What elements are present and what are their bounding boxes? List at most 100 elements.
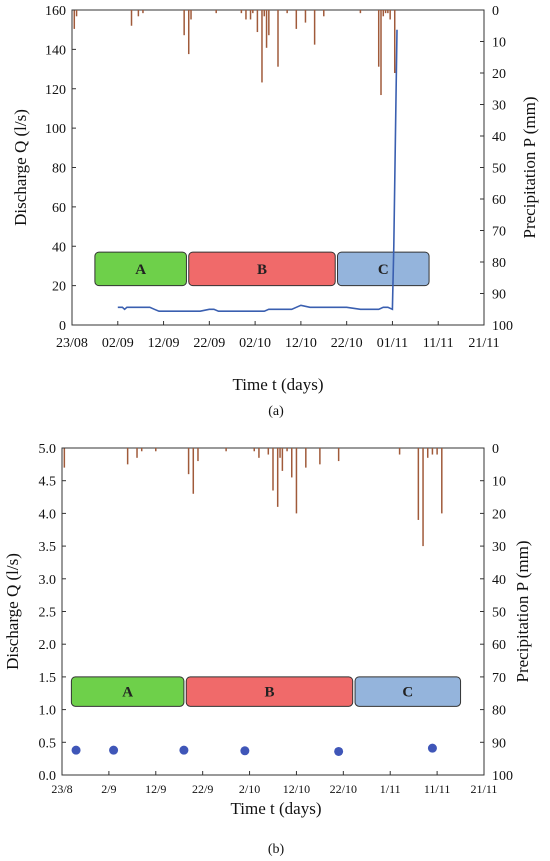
chart-b-y-tick-label: 2.5 bbox=[39, 606, 57, 621]
chart-b-y-tick-label: 4.5 bbox=[39, 475, 57, 490]
chart-a-discharge-series bbox=[117, 29, 398, 313]
chart-b-y-tick-label: 3.0 bbox=[39, 573, 57, 588]
chart-a-period-box-b bbox=[188, 251, 336, 287]
chart-b-discharge-point bbox=[240, 746, 250, 756]
chart-a-y2-tick-label: 10 bbox=[492, 36, 506, 51]
panel-b-caption: (b) bbox=[268, 842, 285, 857]
chart-b-period-box-b bbox=[185, 676, 354, 707]
chart-b-y2-tick-label: 50 bbox=[492, 606, 506, 621]
chart-a-y-tick-label: 100 bbox=[45, 122, 66, 137]
chart-a-x-axis-label: Time t (days) bbox=[233, 375, 324, 394]
chart-b-plot-frame bbox=[61, 447, 485, 776]
chart-b-x-tick-label: 22/10 bbox=[330, 782, 357, 796]
chart-b-precipitation-bars bbox=[63, 448, 443, 547]
chart-b-x-tick-label: 22/9 bbox=[192, 782, 213, 796]
chart-a-y-tick-label: 60 bbox=[52, 201, 66, 216]
chart-a-y-tick-label: 160 bbox=[45, 4, 66, 19]
chart-b-y2-tick-label: 0 bbox=[492, 442, 499, 457]
chart-a-y-ticks: 0 20 40 60 80 100 120 140 160 bbox=[45, 4, 76, 334]
chart-b-y2-tick-label: 100 bbox=[492, 769, 513, 784]
chart-a-y2-tick-label: 100 bbox=[492, 319, 513, 334]
chart-a-period-boxes: A B C bbox=[94, 251, 430, 287]
chart-b-period-label-c: C bbox=[402, 685, 413, 701]
chart-b-y-axis-label: Discharge Q (l/s) bbox=[3, 553, 22, 670]
chart-b-x-tick-label: 2/10 bbox=[239, 782, 260, 796]
chart-b-y2-tick-label: 40 bbox=[492, 573, 506, 588]
chart-a-y2-tick-label: 50 bbox=[492, 162, 506, 177]
chart-b: A B C 0.0 0.5 1.0 1.5 2.0 2.5 3.0 3.5 4.0 4.5 5.0 0 1… bbox=[3, 442, 532, 857]
chart-a-period-label-a: A bbox=[135, 262, 146, 278]
chart-a-y-tick-label: 0 bbox=[59, 319, 66, 334]
chart-a-x-ticks: 23/08 02/09 12/09 22/09 02/10 12/10 22/10 01/11… bbox=[56, 321, 500, 351]
chart-b-y-tick-label: 1.0 bbox=[39, 704, 57, 719]
panel-a-caption: (a) bbox=[268, 404, 284, 419]
chart-a-y2-tick-label: 90 bbox=[492, 288, 506, 303]
chart-a-y2-tick-label: 0 bbox=[492, 4, 499, 19]
chart-b-y-tick-label: 2.0 bbox=[39, 638, 57, 653]
chart-b-x-axis-label: Time t (days) bbox=[231, 799, 322, 818]
chart-a-period-box-c bbox=[337, 251, 430, 287]
chart-b-period-box-a bbox=[70, 676, 185, 707]
chart-a-x-tick-label: 12/10 bbox=[285, 336, 317, 351]
chart-a-x-tick-label: 11/11 bbox=[423, 336, 454, 351]
chart-b-x-tick-label: 23/8 bbox=[51, 782, 72, 796]
chart-a-x-tick-label: 23/08 bbox=[56, 336, 88, 351]
chart-a-y2-tick-label: 70 bbox=[492, 225, 506, 240]
chart-b-x-tick-label: 21/11 bbox=[471, 782, 498, 796]
chart-a-y2-tick-label: 30 bbox=[492, 99, 506, 114]
chart-b-y2-tick-label: 80 bbox=[492, 704, 506, 719]
chart-a-period-label-c: C bbox=[378, 262, 389, 278]
chart-a-y2-tick-label: 60 bbox=[492, 193, 506, 208]
chart-b-period-box-c bbox=[354, 676, 462, 707]
chart-b-y-tick-label: 1.5 bbox=[39, 671, 57, 686]
chart-b-discharge-points bbox=[71, 743, 437, 756]
chart-b-period-label-b: B bbox=[264, 685, 274, 701]
chart-b-x-tick-label: 11/11 bbox=[424, 782, 450, 796]
chart-b-y2-tick-label: 60 bbox=[492, 638, 506, 653]
chart-a-y-tick-label: 40 bbox=[52, 240, 66, 255]
chart-a-y-tick-label: 20 bbox=[52, 280, 66, 295]
chart-b-period-label-a: A bbox=[122, 685, 133, 701]
chart-a-y-tick-label: 120 bbox=[45, 83, 66, 98]
chart-b-y-tick-label: 5.0 bbox=[39, 442, 57, 457]
chart-b-x-tick-label: 2/9 bbox=[101, 782, 116, 796]
chart-a-y2-tick-label: 80 bbox=[492, 256, 506, 271]
chart-a-x-tick-label: 02/10 bbox=[239, 336, 271, 351]
chart-a-y2-tick-label: 40 bbox=[492, 130, 506, 145]
chart-a-x-tick-label: 01/11 bbox=[377, 336, 408, 351]
chart-b-discharge-point bbox=[179, 745, 189, 755]
chart-a-y2-ticks: 0 10 20 30 40 50 60 70 80 90 100 bbox=[480, 4, 513, 334]
chart-b-discharge-point bbox=[427, 743, 437, 753]
chart-b-x-tick-label: 12/9 bbox=[145, 782, 166, 796]
chart-a-x-tick-label: 22/10 bbox=[331, 336, 363, 351]
chart-b-period-boxes: A B C bbox=[70, 676, 462, 707]
chart-b-y2-ticks: 0 10 20 30 40 50 60 70 80 90 100 bbox=[480, 442, 513, 784]
chart-b-y2-tick-label: 70 bbox=[492, 671, 506, 686]
chart-a-period-label-b: B bbox=[257, 262, 267, 278]
chart-b-discharge-point bbox=[334, 746, 344, 756]
chart-b-discharge-point bbox=[71, 745, 81, 755]
chart-b-y-tick-label: 0.5 bbox=[39, 736, 57, 751]
chart-a-y-axis-label: Discharge Q (l/s) bbox=[11, 109, 30, 226]
chart-a-x-tick-label: 12/09 bbox=[148, 336, 180, 351]
chart-a-discharge-line bbox=[117, 29, 398, 313]
chart-a-x-tick-label: 02/09 bbox=[102, 336, 134, 351]
chart-a-x-tick-label: 22/09 bbox=[193, 336, 225, 351]
chart-a-y-tick-label: 80 bbox=[52, 162, 66, 177]
chart-b-x-tick-label: 1/11 bbox=[380, 782, 401, 796]
chart-b-y2-tick-label: 30 bbox=[492, 540, 506, 555]
chart-b-y-tick-label: 0.0 bbox=[39, 769, 57, 784]
chart-a-x-tick-label: 21/11 bbox=[468, 336, 499, 351]
chart-a: A B C 0 20 40 60 80 100 120 140 160 0 10 20 30 40 50 60 7… bbox=[11, 4, 539, 419]
chart-a-y2-tick-label: 20 bbox=[492, 67, 506, 82]
chart-b-y2-tick-label: 20 bbox=[492, 507, 506, 522]
chart-b-y2-tick-label: 10 bbox=[492, 475, 506, 490]
chart-a-y-tick-label: 140 bbox=[45, 43, 66, 58]
chart-b-y-tick-label: 4.0 bbox=[39, 507, 57, 522]
chart-b-y-ticks: 0.0 0.5 1.0 1.5 2.0 2.5 3.0 3.5 4.0 4.5 5.0 bbox=[39, 442, 66, 784]
chart-b-y2-axis-label: Precipitation P (mm) bbox=[513, 541, 532, 683]
chart-b-discharge-point bbox=[109, 745, 119, 755]
chart-a-period-box-a bbox=[94, 251, 187, 287]
chart-b-y-tick-label: 3.5 bbox=[39, 540, 57, 555]
